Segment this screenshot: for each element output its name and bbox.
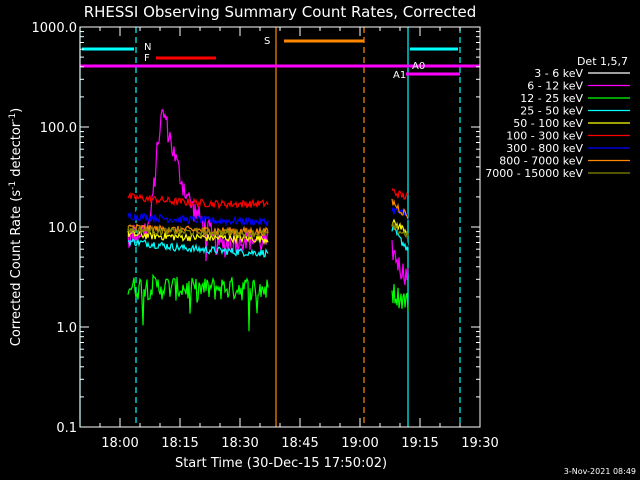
attenuator-a1-label: A1: [393, 70, 406, 81]
x-tick-label: 18:00: [101, 436, 138, 451]
series-line-seg2: [391, 221, 409, 239]
series-line-seg1: [127, 273, 269, 332]
series-line-seg1: [127, 238, 269, 258]
saa-label: S: [264, 36, 270, 47]
x-tick-label: 19:00: [341, 436, 378, 451]
series-line-seg2: [391, 198, 409, 220]
legend-title: Det 1,5,7: [577, 55, 628, 68]
x-tick-label: 19:30: [461, 436, 498, 451]
x-tick-label: 18:30: [221, 436, 258, 451]
annotation-layer: NF S A0 A1: [79, 27, 480, 427]
y-tick-label: 1000.0: [32, 21, 78, 36]
x-tick-label: 18:45: [281, 436, 318, 451]
x-axis-label: Start Time (30-Dec-15 17:50:02): [175, 456, 387, 471]
y-axis-label: Corrected Count Rate (s-1 detector-1): [8, 108, 24, 346]
footer-date: 3-Nov-2021 08:49: [564, 467, 636, 476]
flare-label: F: [144, 53, 150, 64]
legend-label: 100 - 300 keV: [506, 130, 583, 143]
series-line-seg2: [391, 240, 409, 286]
night-label: N: [144, 42, 151, 53]
legend-label: 800 - 7000 keV: [499, 155, 583, 168]
series-line-seg2: [391, 188, 409, 200]
legend-label: 50 - 100 keV: [513, 117, 583, 130]
x-tick-label: 18:15: [161, 436, 198, 451]
y-tick-label: 100.0: [40, 121, 77, 136]
y-tick-label: 10.0: [48, 221, 77, 236]
series-line-seg2: [391, 218, 409, 235]
chart-title: RHESSI Observing Summary Count Rates, Co…: [84, 3, 477, 21]
series-line-seg1: [127, 191, 269, 210]
x-tick-label: 19:15: [401, 436, 438, 451]
y-tick-label: 0.1: [56, 421, 77, 436]
series-layer: [127, 109, 409, 332]
legend-label: 3 - 6 keV: [534, 67, 583, 80]
series-line-seg1: [127, 211, 269, 227]
legend-label: 7000 - 15000 keV: [485, 167, 583, 180]
axes-layer: 0.1 1.0 10.0 100.0 1000.0 18:00 18:15 18:30 18:4…: [32, 21, 499, 451]
legend-label: 12 - 25 keV: [520, 92, 583, 105]
series-line-seg2: [391, 284, 409, 311]
legend-label: 300 - 800 keV: [506, 142, 583, 155]
legend-label: 25 - 50 keV: [520, 105, 583, 118]
y-tick-label: 1.0: [56, 321, 77, 336]
attenuator-a0-label: A0: [412, 61, 425, 72]
series-line-seg1: [127, 225, 269, 240]
series-line-seg1: [127, 136, 269, 228]
series-line-seg2: [391, 206, 409, 221]
legend-label: 6 - 12 keV: [527, 80, 583, 93]
